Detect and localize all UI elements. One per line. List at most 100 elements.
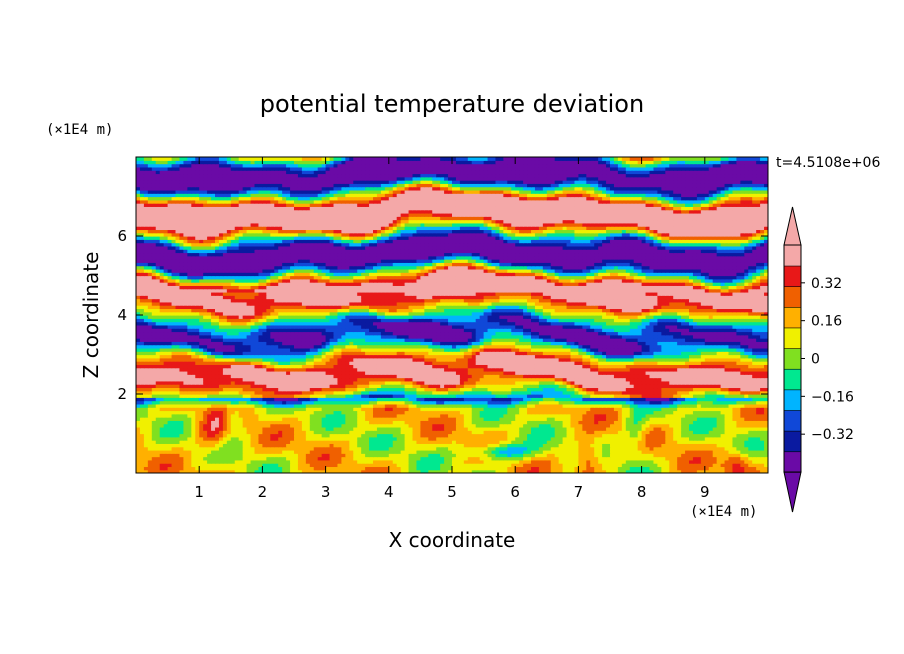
field-cell xyxy=(637,380,643,385)
field-cell xyxy=(175,390,181,395)
field-cell xyxy=(527,377,532,382)
field-cell xyxy=(669,397,674,402)
field-cell xyxy=(606,410,611,415)
field-cell xyxy=(542,453,548,458)
field-cell xyxy=(207,390,212,395)
field-cell xyxy=(369,426,374,431)
field-cell xyxy=(562,417,568,421)
field-cell xyxy=(637,377,643,382)
field-cell xyxy=(756,430,761,435)
field-cell xyxy=(558,420,564,425)
field-cell xyxy=(459,370,465,375)
field-cell xyxy=(653,377,658,382)
field-cell xyxy=(546,463,552,468)
field-cell xyxy=(546,453,552,458)
field-cell xyxy=(147,469,153,473)
field-cell xyxy=(400,453,406,458)
field-cell xyxy=(388,384,394,389)
field-cell xyxy=(483,430,489,435)
field-cell xyxy=(756,397,761,402)
field-cell xyxy=(258,459,263,464)
field-cell xyxy=(286,394,291,398)
field-cell xyxy=(452,453,457,458)
field-cell xyxy=(527,397,532,402)
field-cell xyxy=(341,443,346,448)
field-cell xyxy=(538,390,544,395)
field-cell xyxy=(428,400,433,405)
field-cell xyxy=(681,370,686,375)
field-cell xyxy=(139,436,145,441)
field-cell xyxy=(250,403,256,408)
field-cell xyxy=(728,449,734,454)
field-cell xyxy=(420,374,425,379)
field-cell xyxy=(226,387,232,392)
field-cell xyxy=(373,407,378,412)
field-cell xyxy=(606,370,611,375)
field-cell xyxy=(728,463,734,468)
field-cell xyxy=(491,394,497,398)
field-cell xyxy=(736,469,741,473)
field-cell xyxy=(341,410,346,415)
field-cell xyxy=(617,459,623,464)
field-cell xyxy=(278,440,283,444)
field-cell xyxy=(199,443,204,448)
field-cell xyxy=(708,426,714,431)
field-cell xyxy=(329,420,335,425)
field-cell xyxy=(519,463,524,468)
field-cell xyxy=(463,423,469,428)
field-cell xyxy=(696,407,702,412)
field-cell xyxy=(479,384,485,389)
field-cell xyxy=(610,397,615,402)
field-cell xyxy=(420,456,425,461)
field-cell xyxy=(274,400,279,405)
field-cell xyxy=(700,397,706,402)
field-cell xyxy=(554,446,560,451)
field-cell xyxy=(752,397,757,402)
field-cell xyxy=(633,436,639,441)
field-cell xyxy=(582,446,587,451)
field-cell xyxy=(531,394,536,398)
field-cell xyxy=(349,456,354,461)
field-cell xyxy=(373,410,378,415)
field-cell xyxy=(309,430,315,435)
field-cell xyxy=(428,410,433,415)
field-cell xyxy=(728,423,734,428)
field-cell xyxy=(657,430,662,435)
field-cell xyxy=(266,466,271,471)
field-cell xyxy=(349,403,354,408)
field-cell xyxy=(250,413,256,418)
field-cell xyxy=(681,433,686,438)
field-cell xyxy=(309,423,315,428)
field-cell xyxy=(531,426,536,431)
field-cell xyxy=(408,410,414,415)
field-cell xyxy=(673,436,678,441)
field-cell xyxy=(373,423,378,428)
field-cell xyxy=(412,410,418,415)
field-cell xyxy=(499,469,504,473)
field-cell xyxy=(586,377,591,382)
field-cell xyxy=(163,374,169,379)
field-cell xyxy=(388,400,394,405)
field-cell xyxy=(566,466,572,471)
field-cell xyxy=(716,449,722,454)
field-cell xyxy=(139,463,145,468)
field-cell xyxy=(163,426,169,431)
field-cell xyxy=(578,397,583,402)
field-cell xyxy=(700,426,706,431)
field-cell xyxy=(704,380,710,385)
field-cell xyxy=(661,449,666,454)
field-cell xyxy=(262,390,267,395)
field-cell xyxy=(147,374,153,379)
field-cell xyxy=(436,417,441,421)
field-cell xyxy=(396,463,402,468)
field-cell xyxy=(562,420,568,425)
field-cell xyxy=(325,407,331,412)
field-cell xyxy=(432,417,437,421)
field-cell xyxy=(463,377,469,382)
field-cell xyxy=(187,466,192,471)
field-cell xyxy=(313,397,319,402)
field-cell xyxy=(558,417,564,421)
field-cell xyxy=(724,397,730,402)
field-cell xyxy=(432,384,437,389)
field-cell xyxy=(226,374,232,379)
